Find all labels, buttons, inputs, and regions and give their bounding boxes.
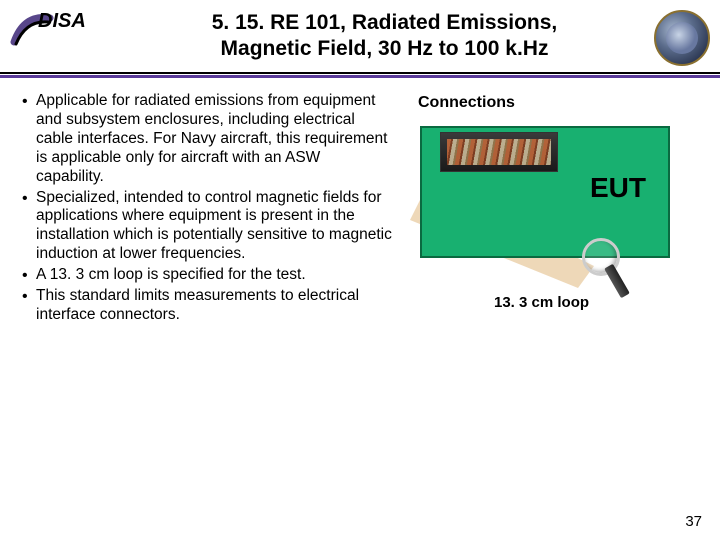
list-item: A 13. 3 cm loop is specified for the tes… [22, 266, 392, 285]
slide-title-line1: 5. 15. RE 101, Radiated Emissions, [115, 10, 654, 36]
figure-area: Connections EUT 13. 3 cm loop [404, 92, 702, 327]
list-item: Applicable for radiated emissions from e… [22, 92, 392, 187]
eut-label: EUT [590, 172, 646, 204]
disa-logo: DISA [10, 8, 115, 50]
title-block: 5. 15. RE 101, Radiated Emissions, Magne… [115, 8, 654, 61]
bullet-list: Applicable for radiated emissions from e… [22, 92, 392, 327]
slide-header: DISA 5. 15. RE 101, Radiated Emissions, … [0, 0, 720, 66]
list-item: This standard limits measurements to ele… [22, 287, 392, 325]
cable-connector-panel-icon [440, 132, 558, 172]
eut-box: EUT [420, 126, 670, 258]
loop-sensor-icon [580, 236, 626, 282]
disa-logo-text: DISA [38, 10, 86, 33]
page-number: 37 [685, 513, 702, 530]
list-item: Specialized, intended to control magneti… [22, 189, 392, 265]
agency-seal-icon [654, 10, 710, 66]
connections-label: Connections [418, 94, 702, 112]
eut-diagram: EUT 13. 3 cm loop [410, 120, 680, 290]
loop-caption: 13. 3 cm loop [494, 294, 589, 311]
content-area: Applicable for radiated emissions from e… [0, 78, 720, 327]
slide-title-line2: Magnetic Field, 30 Hz to 100 k.Hz [115, 36, 654, 62]
